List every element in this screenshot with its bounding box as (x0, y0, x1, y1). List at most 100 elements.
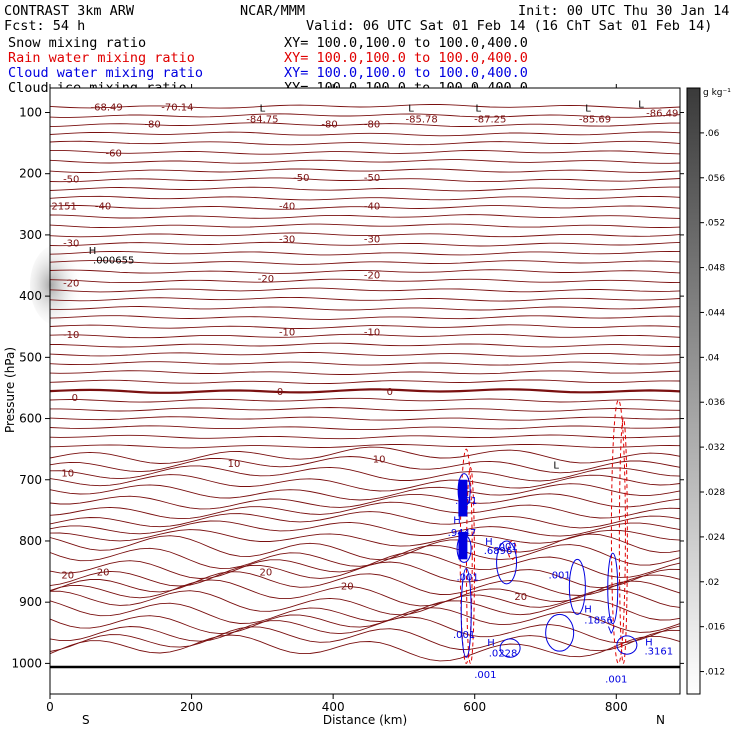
isotherm-line (49, 416, 681, 421)
isotherm-line (49, 571, 681, 596)
plot-frame (49, 87, 681, 695)
extremum-label: .001 (455, 496, 477, 507)
isotherm-label: -80 (144, 120, 160, 131)
extremum-label: .1856 (584, 615, 613, 626)
snow-mixing-shading (30, 245, 82, 325)
isotherm-label: 0 (387, 387, 393, 398)
cloud-water-contour (499, 638, 521, 658)
isotherm-line (49, 616, 681, 644)
isotherm-line (49, 195, 681, 201)
isotherm-line (49, 370, 681, 375)
y-tick-label: 600 (19, 412, 42, 426)
isotherm-label: -30 (364, 235, 380, 246)
isotherm-line (50, 149, 681, 155)
isotherm-line (49, 579, 681, 607)
isotherm-label: -10 (364, 328, 380, 339)
isotherm-line (49, 626, 681, 652)
isotherm-line (49, 544, 681, 569)
isotherm-line (49, 533, 681, 561)
isotherm-line (49, 388, 681, 394)
colorbar (686, 87, 701, 695)
valid-time: Valid: 06 UTC Sat 01 Feb 14 (16 ChT Sat … (306, 18, 713, 34)
isotherm-line (49, 140, 681, 146)
extremum-label: .001 (605, 675, 627, 686)
isotherm-line (49, 634, 681, 662)
extremum-label: H (645, 637, 653, 648)
isotherm-label: -40 (95, 202, 111, 213)
isotherm-line (49, 278, 681, 284)
isotherm-line (49, 529, 681, 547)
field-xy-snow: XY= 100.0,100.0 to 100.0,400.0 (284, 35, 528, 51)
extremum-label: H (485, 537, 493, 548)
cloud-water-contour (496, 540, 518, 585)
isotherm-line (49, 296, 681, 302)
extremum-label: .000655 (93, 255, 134, 266)
isotherm-line (49, 493, 681, 510)
isotherm-label: 10 (373, 454, 386, 465)
isotherm-label: 0 (277, 387, 283, 398)
isotherm-line (49, 241, 681, 247)
isotherm-label: -84.75 (246, 115, 278, 126)
hydrometeor-contours (456, 399, 638, 664)
colorbar-tick-label: .04 (705, 353, 720, 363)
colorbar-tick-label: .052 (705, 219, 725, 229)
isotherm-line (49, 104, 681, 109)
isotherm-label: 0 (72, 393, 78, 404)
isotherm-label: -85.78 (406, 115, 438, 126)
y-tick-label: 500 (19, 350, 42, 364)
colorbar-tick-label: .032 (705, 443, 725, 453)
colorbar-tick-label: .048 (705, 264, 725, 274)
rain-contour (459, 448, 473, 664)
isotherm-label: -80 (321, 120, 337, 131)
isotherm-label: -50 (364, 173, 380, 184)
extremum-label: .001 (549, 571, 571, 582)
isotherm-label: -70.14 (161, 102, 193, 113)
isotherm-line (49, 552, 681, 579)
colorbar-tick-label: .06 (705, 129, 720, 139)
x-axis-south: S (82, 713, 90, 727)
colorbar-tick-label: .02 (705, 578, 719, 588)
isotherm-line (49, 177, 681, 183)
cloud-water-contour (607, 552, 619, 625)
isotherm-line (50, 342, 680, 348)
isotherm-line (49, 205, 681, 210)
rain-contour (610, 399, 626, 664)
isotherm-line (50, 407, 681, 412)
colorbar-tick-label: .012 (705, 668, 725, 678)
isotherm-label: -40 (364, 202, 380, 213)
colorbar-unit: g kg⁻¹ (703, 88, 731, 98)
y-tick-label: 100 (19, 105, 42, 119)
isotherm-line (49, 131, 681, 137)
isotherm-line (49, 474, 681, 492)
colorbar-tick-label: .036 (705, 398, 725, 408)
x-axis-north: N (656, 713, 665, 727)
y-tick-label: 1000 (11, 656, 42, 670)
x-tick-label: 0 (46, 700, 54, 714)
isotherm-label: -86.49 (646, 108, 678, 119)
extremum-label: H (487, 638, 495, 649)
forecast-hour: Fcst: 54 h (4, 18, 86, 34)
y-tick-label: 800 (19, 534, 42, 548)
contour-labels: -68.49 -70.14 -84.75 -85.78 -87.25 -85.69 -86.… (51, 102, 678, 603)
extremum-label: L (553, 460, 559, 471)
extremum-label: .001 (457, 572, 479, 583)
colorbar-ticks: .012 .016 .02 .024 .028 .032 .036 .04 .044 .048 .0… (700, 129, 725, 678)
isotherm-label: 10 (61, 468, 74, 479)
cloud-water-core (458, 479, 468, 517)
isotherm-line (49, 168, 681, 173)
isotherm-line (49, 511, 681, 529)
field-name-rain: Rain water mixing ratio (8, 50, 195, 66)
isotherm-label: -60 (106, 148, 122, 159)
isotherm-line (49, 465, 681, 482)
isotherm-line (49, 223, 681, 229)
colorbar-tick-label: .044 (705, 308, 725, 318)
cloud-water-contour (460, 568, 472, 658)
field-name-snow: Snow mixing ratio (8, 35, 147, 51)
isotherm-line (49, 443, 681, 449)
colorbar-tick-label: .028 (705, 488, 725, 498)
isotherm-line (49, 434, 681, 440)
isotherm-label: -20 (63, 279, 79, 290)
y-tick-label: 300 (19, 228, 42, 242)
isotherm-line (49, 214, 681, 219)
isotherm-label: 20 (260, 568, 273, 579)
